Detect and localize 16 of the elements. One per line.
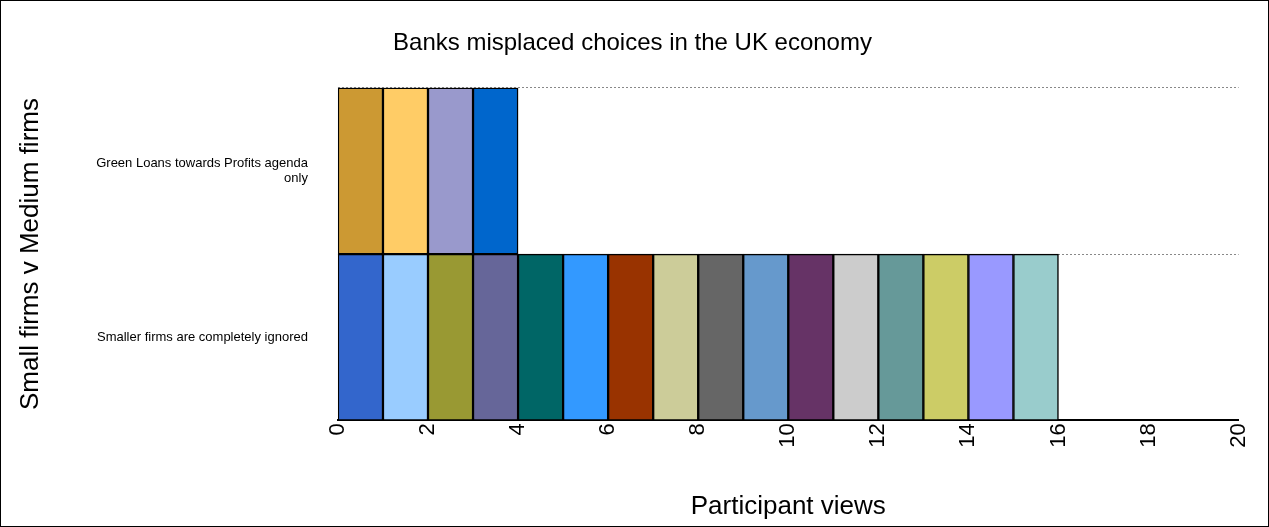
- x-tick-label: 18: [1134, 423, 1160, 448]
- chart-title: Banks misplaced choices in the UK economy: [393, 28, 872, 56]
- x-tick-label: 12: [864, 423, 890, 448]
- x-tick-label: 14: [954, 423, 980, 448]
- x-tick-label: 20: [1224, 423, 1250, 448]
- y-axis-title: Small firms v Medium firms: [13, 98, 44, 411]
- y-tick-label: Smaller firms are completely ignored: [96, 328, 308, 344]
- x-tick-label: 16: [1044, 423, 1070, 448]
- x-tick-label: 2: [414, 423, 440, 436]
- x-tick-label: 10: [774, 423, 800, 448]
- x-axis-title: Participant views: [690, 489, 886, 520]
- x-tick-label: 8: [684, 423, 710, 436]
- y-tick-label: Green Loans towards Profits agenda only: [96, 154, 309, 186]
- x-tick-label: 6: [594, 423, 620, 436]
- x-tick-label: 0: [324, 423, 349, 436]
- x-tick-label: 4: [504, 423, 530, 436]
